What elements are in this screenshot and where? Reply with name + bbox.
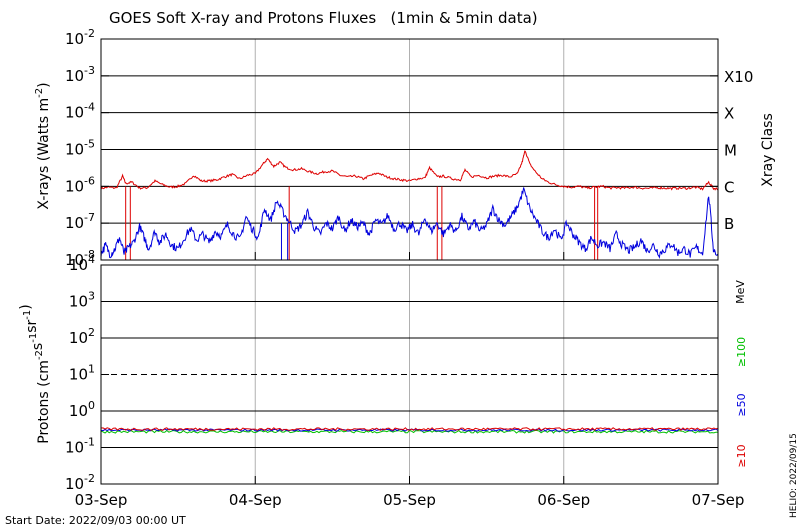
- proton-y-tick-label: 100: [69, 399, 95, 420]
- xray-class-label: C: [724, 178, 734, 196]
- xray-class-label: X: [724, 105, 734, 123]
- xray-short-channel-line: [100, 187, 719, 259]
- xray-class-label: X10: [724, 68, 753, 86]
- start-date-label: Start Date: 2022/09/03 00:00 UT: [5, 514, 186, 527]
- xray-y-tick-label: 10-7: [65, 211, 95, 232]
- xray-class-labels: X10 X MC B: [724, 68, 753, 233]
- proton-legend-label: ≥10: [735, 444, 748, 467]
- x-axis-tick-label: 03-Sep: [75, 491, 128, 509]
- xray-class-label: B: [724, 215, 734, 233]
- proton-y-tick-label: 102: [69, 326, 95, 347]
- xray-y-tick-label: 10-6: [65, 174, 95, 195]
- proton-y-tick-label: 101: [69, 363, 95, 384]
- x-axis-tick-label: 04-Sep: [229, 491, 282, 509]
- x-axis-tick-label: 07-Sep: [692, 491, 745, 509]
- proton-y-tick-label: 10-1: [65, 436, 95, 457]
- x-axis-tick-label: 05-Sep: [383, 491, 436, 509]
- xray-gridlines: [101, 39, 718, 260]
- xray-long-channel-line: [100, 150, 719, 191]
- proton-gridlines: [101, 265, 718, 484]
- chart-title: GOES Soft X-ray and Protons Fluxes (1min…: [109, 9, 538, 27]
- proton-series: [100, 427, 719, 434]
- proton-panel: 104 103 102 101 100 10-1 10-2 ≥100 ≥50 ≥10 Proto…: [18, 253, 748, 493]
- proton-y-tick-label: 103: [69, 290, 95, 311]
- proton-legend-label: ≥100: [735, 337, 748, 367]
- proton-y-tick-label: 104: [69, 253, 95, 274]
- xray-y-tick-label: 10-5: [65, 138, 95, 159]
- proton-energy-legend: ≥100 ≥50 ≥10: [735, 337, 748, 468]
- xray-y-tick-labels: 10-2 10-3 10-4 10-5 10-6 10-7 10-8: [65, 27, 718, 269]
- xray-y-tick-label: 10-3: [65, 64, 95, 85]
- xray-y-tick-label: 10-8: [65, 248, 95, 269]
- xray-class-label: M: [724, 142, 737, 160]
- proton-y-axis-label: Protons (cm-2s-1sr-1): [18, 304, 52, 443]
- proton-y-tick-label: 10-2: [65, 472, 95, 493]
- proton-legend-label: ≥50: [735, 393, 748, 416]
- x-axis-tick-labels: 03-Sep 04-Sep 05-Sep 06-Sep 07-Sep: [75, 252, 745, 509]
- x-axis-tick-label: 06-Sep: [537, 491, 590, 509]
- xray-panel: 10-2 10-3 10-4 10-5 10-6 10-7 10-8 X10 X MC B X-r…: [34, 27, 776, 269]
- xray-class-axis-label: Xray Class: [760, 113, 776, 187]
- xray-y-axis-label: X-rays (Watts m-2): [34, 82, 52, 209]
- proton-y-tick-labels: 104 103 102 101 100 10-1 10-2: [65, 253, 718, 493]
- mev-units-label: MeV: [734, 280, 747, 304]
- xray-y-tick-label: 10-2: [65, 27, 95, 48]
- xray-series: [100, 150, 719, 259]
- xray-y-tick-label: 10-4: [65, 101, 95, 122]
- helio-credit-label: HELIO: 2022/09/15: [789, 433, 799, 518]
- proton-series-line: [100, 427, 719, 432]
